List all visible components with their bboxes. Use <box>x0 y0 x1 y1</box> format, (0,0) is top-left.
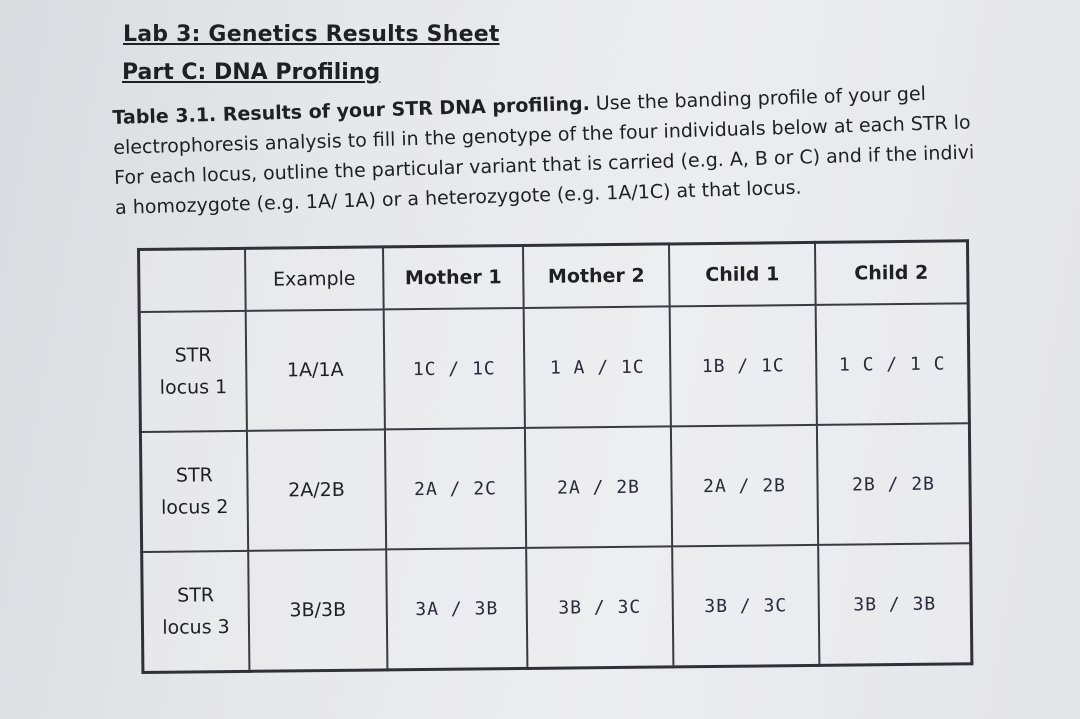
example-genotype-cell: 3B/3B <box>248 549 388 672</box>
sheet-title: Lab 3: Genetics Results Sheet <box>123 22 500 47</box>
locus-label-line1: STR <box>175 464 213 487</box>
table-row: STR locus 3 3B/3B 3A / 3B 3B / 3C 3B / 3… <box>141 543 972 673</box>
mother-1-genotype-cell: 1C / 1C <box>383 307 525 430</box>
table-row: STR locus 2 2A/2B 2A / 2C 2A / 2B 2A / 2… <box>140 423 971 552</box>
locus-label-cell: STR locus 1 <box>139 310 247 432</box>
genotype-table: Example Mother 1 Mother 2 Child 1 Child … <box>137 239 974 674</box>
genotype-table-wrapper: Example Mother 1 Mother 2 Child 1 Child … <box>137 239 974 674</box>
header-child-1: Child 1 <box>668 242 816 307</box>
child-1-genotype-cell: 2A / 2B <box>670 424 819 547</box>
example-genotype-cell: 2A/2B <box>246 429 387 551</box>
child-2-genotype-cell: 3B / 3B <box>818 543 972 666</box>
mother-2-genotype-cell: 2A / 2B <box>524 426 673 548</box>
locus-label-cell: STR locus 2 <box>140 430 249 552</box>
locus-label-line1: STR <box>174 344 212 367</box>
locus-label-line2: locus 2 <box>160 496 229 519</box>
child-2-genotype-cell: 1 C / 1 C <box>815 303 970 425</box>
locus-label-cell: STR locus 3 <box>141 550 250 673</box>
child-1-genotype-cell: 3B / 3C <box>672 544 820 667</box>
section-subtitle: Part C: DNA Profiling <box>122 60 381 85</box>
locus-label-line2: locus 3 <box>162 616 230 639</box>
header-blank-cell <box>138 248 246 312</box>
mother-1-genotype-cell: 3A / 3B <box>386 547 528 670</box>
locus-label-line2: locus 1 <box>159 376 228 399</box>
header-mother-2: Mother 2 <box>522 243 670 308</box>
child-1-genotype-cell: 1B / 1C <box>669 304 817 427</box>
mother-2-genotype-cell: 1 A / 1C <box>523 306 671 428</box>
child-2-genotype-cell: 2B / 2B <box>816 423 971 545</box>
mother-1-genotype-cell: 2A / 2C <box>384 427 527 550</box>
table-header-row: Example Mother 1 Mother 2 Child 1 Child … <box>138 240 969 312</box>
mother-2-genotype-cell: 3B / 3C <box>526 546 674 669</box>
header-mother-1: Mother 1 <box>383 245 524 310</box>
table-caption: Table 3.1. Results of your STR DNA profi… <box>112 73 1080 223</box>
header-child-2: Child 2 <box>814 240 969 305</box>
table-row: STR locus 1 1A/1A 1C / 1C 1 A / 1C 1B / … <box>139 303 970 432</box>
example-genotype-cell: 1A/1A <box>245 309 385 431</box>
header-example: Example <box>245 246 384 311</box>
locus-label-line1: STR <box>177 584 215 607</box>
